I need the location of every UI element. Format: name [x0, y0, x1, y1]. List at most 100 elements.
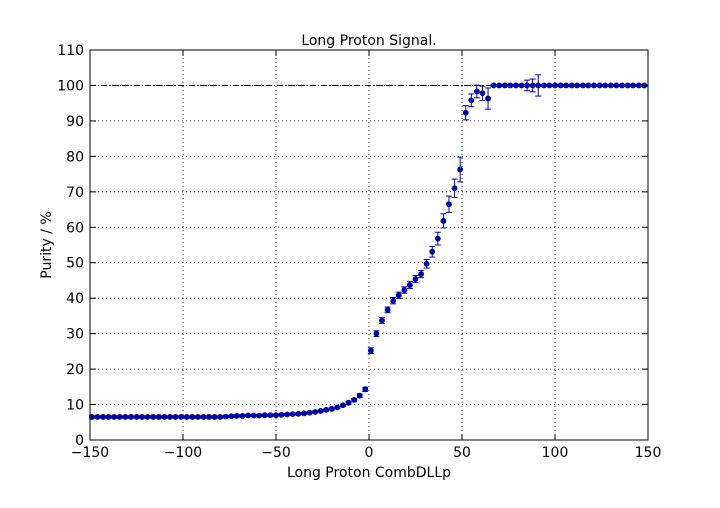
data-point: [607, 82, 614, 89]
y-tick-label: 90: [66, 114, 84, 130]
data-marker: [334, 404, 341, 411]
data-point: [228, 413, 235, 420]
data-point: [451, 178, 458, 198]
data-marker: [630, 82, 637, 89]
data-marker: [373, 330, 380, 337]
data-marker: [434, 235, 441, 242]
data-marker: [585, 82, 592, 89]
data-marker: [490, 82, 497, 89]
data-point: [423, 259, 430, 269]
data-point: [535, 74, 542, 97]
data-marker: [524, 82, 530, 89]
data-marker: [122, 414, 129, 420]
data-marker: [178, 414, 185, 420]
data-marker: [412, 276, 419, 282]
data-marker: [340, 402, 346, 409]
y-tick-label: 110: [57, 43, 84, 59]
data-point: [518, 82, 525, 89]
y-tick-label: 70: [66, 185, 84, 201]
data-marker: [94, 414, 101, 420]
data-marker: [367, 347, 374, 354]
data-point: [362, 386, 369, 393]
data-marker: [390, 297, 397, 304]
data-point: [172, 414, 179, 420]
data-marker: [273, 412, 279, 419]
data-marker: [139, 414, 145, 420]
data-marker: [194, 414, 201, 420]
y-tick-label: 20: [66, 362, 84, 378]
data-marker: [568, 82, 575, 89]
data-point: [222, 413, 229, 420]
data-point: [127, 414, 134, 420]
y-tick-label: 100: [57, 78, 84, 94]
data-marker: [300, 410, 307, 417]
data-marker: [563, 82, 570, 89]
data-marker: [306, 409, 313, 416]
data-point: [390, 296, 397, 305]
data-point: [507, 82, 514, 89]
data-marker: [596, 82, 603, 89]
data-marker: [546, 82, 553, 89]
data-point: [613, 82, 620, 89]
data-marker: [552, 82, 558, 89]
data-point: [150, 414, 157, 420]
data-point: [278, 411, 285, 418]
data-point: [591, 82, 598, 89]
data-marker: [635, 82, 642, 89]
data-point: [267, 412, 274, 419]
data-marker: [239, 412, 246, 419]
data-marker: [518, 82, 525, 89]
data-marker: [607, 82, 614, 89]
data-point: [406, 281, 413, 290]
data-point: [100, 414, 107, 420]
data-marker: [105, 414, 112, 420]
data-marker: [228, 413, 235, 420]
data-marker: [345, 399, 352, 406]
data-point: [373, 330, 380, 337]
y-tick-label: 60: [66, 220, 84, 236]
data-marker: [407, 282, 413, 288]
data-marker: [384, 306, 391, 313]
data-point: [116, 414, 123, 420]
data-marker: [356, 392, 363, 399]
data-point: [395, 291, 402, 300]
data-marker: [619, 82, 625, 89]
data-point: [568, 82, 575, 89]
x-tick-label: 100: [542, 445, 569, 461]
data-point: [317, 408, 324, 414]
data-point: [239, 412, 246, 419]
data-marker: [418, 271, 424, 277]
data-marker: [200, 414, 207, 420]
y-tick-label: 30: [66, 327, 84, 343]
data-marker: [451, 185, 458, 192]
data-marker: [479, 90, 486, 97]
data-point: [630, 82, 637, 89]
data-marker: [591, 82, 597, 89]
data-point: [473, 84, 480, 99]
data-marker: [446, 201, 452, 208]
data-point: [624, 82, 631, 89]
data-point: [579, 82, 586, 89]
data-marker: [150, 414, 157, 420]
data-marker: [289, 411, 296, 418]
x-tick-label: 0: [365, 445, 374, 461]
data-point: [384, 306, 391, 314]
data-marker: [501, 82, 508, 89]
data-marker: [323, 406, 330, 413]
data-point: [635, 82, 642, 89]
data-point: [256, 412, 263, 419]
data-marker: [295, 410, 302, 417]
data-marker: [211, 414, 218, 420]
data-marker: [580, 82, 586, 89]
data-marker: [317, 408, 324, 414]
data-point: [557, 82, 564, 89]
data-point: [429, 245, 436, 258]
data-point: [457, 156, 464, 183]
x-tick-label: −100: [164, 445, 202, 461]
data-point: [105, 414, 112, 420]
data-marker: [602, 82, 609, 89]
y-tick-label: 80: [66, 149, 84, 165]
data-marker: [362, 386, 369, 393]
data-marker: [379, 317, 385, 324]
